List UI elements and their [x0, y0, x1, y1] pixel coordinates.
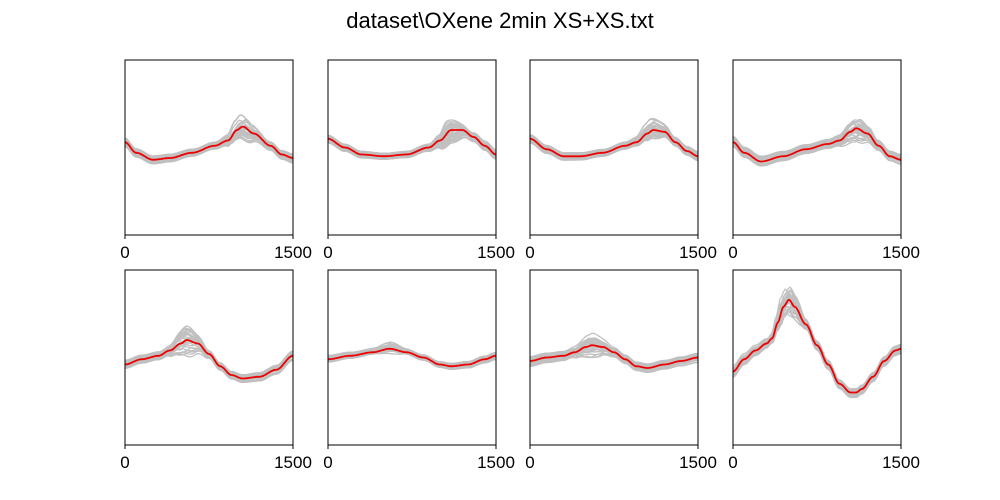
- subplot-5-trace-30: [125, 325, 293, 378]
- subplot-3-lines: [530, 117, 698, 162]
- subplot-7-xtick-label-0: 0: [525, 453, 534, 472]
- subplot-7: 0 1500: [525, 269, 717, 472]
- subplot-3-frame: [529, 59, 699, 236]
- subplot-1-lines: [125, 114, 293, 165]
- subplot-8-frame: [732, 269, 902, 446]
- subplot-2-trace-28: [328, 127, 496, 155]
- subplot-8: 0 1500: [728, 269, 920, 472]
- subplot-8-trace-30: [733, 295, 901, 399]
- subplot-1-mean-line: [125, 125, 293, 161]
- subplot-6-trace-25: [328, 344, 496, 365]
- subplot-4-trace-29: [733, 118, 901, 160]
- subplot-6-frame: [327, 269, 497, 446]
- subplot-6: 0 1500: [323, 269, 515, 472]
- subplot-3-trace-29: [530, 118, 698, 155]
- subplot-5: 0 1500: [120, 269, 312, 472]
- subplot-4: 0 1500: [728, 59, 920, 262]
- subplot-1-trace-28: [125, 137, 293, 164]
- subplot-2-lines: [328, 119, 496, 160]
- subplot-8-xtick-label-0: 0: [728, 453, 737, 472]
- subplot-6-xtick-label-0: 0: [323, 453, 332, 472]
- subplot-5-mean-line: [125, 339, 293, 380]
- subplot-4-xtick-label-1: 1500: [882, 243, 920, 262]
- subplot-5-xtick-label-0: 0: [120, 453, 129, 472]
- subplot-5-xtick-label-1: 1500: [274, 453, 312, 472]
- subplot-3-xtick-label-0: 0: [525, 243, 534, 262]
- subplot-7-lines: [530, 332, 698, 374]
- subplot-4-lines: [733, 118, 901, 167]
- subplot-1: 0 1500: [120, 59, 312, 262]
- subplot-2: 0 1500: [323, 59, 515, 262]
- subplot-8-xtick-label-1: 1500: [882, 453, 920, 472]
- subplot-3: 0 1500: [525, 59, 717, 262]
- subplot-2-xtick-label-0: 0: [323, 243, 332, 262]
- subplot-1-trace-30: [125, 126, 293, 160]
- subplot-4-xtick-label-0: 0: [728, 243, 737, 262]
- subplot-4-mean-line: [733, 127, 901, 163]
- figure-title: dataset\OXene 2min XS+XS.txt: [346, 8, 654, 33]
- subplot-7-mean-line: [530, 344, 698, 369]
- subplot-7-frame: [529, 269, 699, 446]
- subplot-4-frame: [732, 59, 902, 236]
- subplot-3-trace-26: [530, 135, 698, 161]
- subplot-7-xtick-label-1: 1500: [679, 453, 717, 472]
- subplot-1-xtick-label-1: 1500: [274, 243, 312, 262]
- subplot-2-frame: [327, 59, 497, 236]
- subplot-5-trace-24: [125, 353, 293, 383]
- subplot-1-trace-29: [125, 136, 293, 162]
- subplot-3-xtick-label-1: 1500: [679, 243, 717, 262]
- subplot-6-mean-line: [328, 347, 496, 368]
- subplot-2-xtick-label-1: 1500: [477, 243, 515, 262]
- subplot-1-trace-9: [125, 121, 293, 158]
- subplot-3-mean-line: [530, 129, 698, 158]
- subplot-8-trace-23: [733, 301, 901, 390]
- subplot-1-trace-20: [125, 118, 293, 159]
- subplot-6-trace-27: [328, 347, 496, 369]
- subplot-7-trace-30: [530, 350, 698, 371]
- subplot-5-lines: [125, 325, 293, 384]
- subplot-8-lines: [733, 286, 901, 399]
- subplot-1-trace-27: [125, 114, 293, 160]
- subplot-5-frame: [124, 269, 294, 446]
- subplot-1-trace-19: [125, 119, 293, 160]
- subplot-2-mean-line: [328, 129, 496, 158]
- subplot-1-frame: [124, 59, 294, 236]
- subplot-4-trace-30: [733, 127, 901, 158]
- subplot-8-mean-line: [733, 298, 901, 394]
- subplot-6-xtick-label-1: 1500: [477, 453, 515, 472]
- subplot-1-xtick-label-0: 0: [120, 243, 129, 262]
- subplot-6-lines: [328, 341, 496, 371]
